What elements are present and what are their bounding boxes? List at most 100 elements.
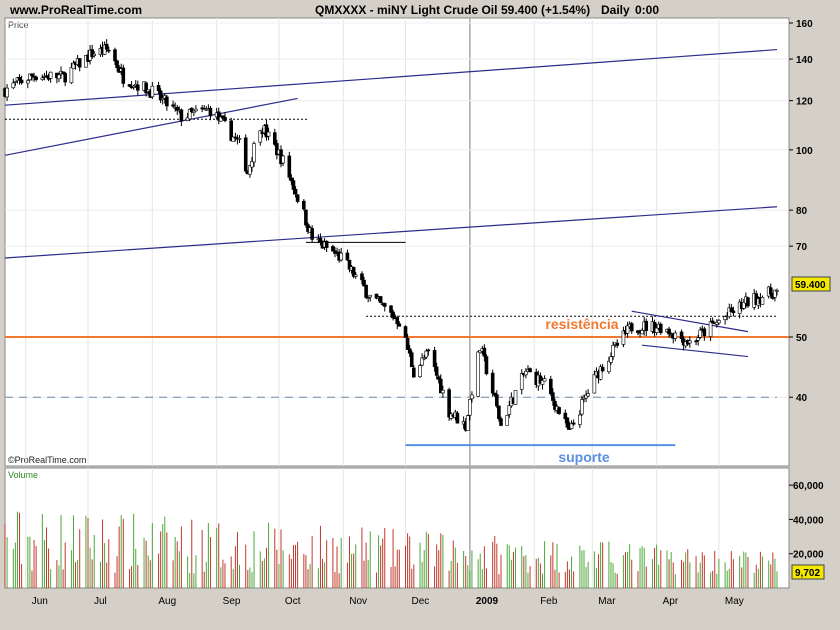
candle-body — [557, 407, 561, 414]
candle-body — [731, 310, 736, 314]
candle-body — [57, 74, 61, 80]
candle-body — [702, 328, 707, 337]
candle-body — [223, 116, 227, 122]
candle-body — [102, 44, 107, 55]
candle-body — [497, 405, 501, 419]
candle-body — [482, 347, 487, 357]
candle-body — [281, 155, 285, 164]
candle-body — [746, 297, 750, 307]
candle-body — [374, 293, 379, 299]
candle-body — [364, 284, 368, 298]
candle-body — [165, 96, 169, 107]
candle-body — [490, 372, 495, 394]
annotations: resistência suporte — [4, 48, 789, 465]
time-tick-label: Dec — [412, 596, 430, 607]
candle-body — [92, 53, 97, 56]
candle-body — [391, 311, 395, 319]
candle-body — [615, 342, 620, 346]
candle-body — [353, 274, 358, 277]
period-label: Daily — [601, 3, 630, 17]
candle-body — [345, 252, 350, 261]
price-tick-label: 140 — [796, 55, 813, 66]
candle-body — [310, 228, 314, 240]
candle-body — [563, 412, 568, 420]
candle-body — [741, 302, 746, 309]
candle-body — [708, 321, 713, 337]
volume-bars — [4, 511, 778, 588]
candle-body — [468, 399, 472, 416]
price-tick-label: 40 — [796, 393, 808, 404]
candle-body — [293, 188, 298, 195]
candle-body — [160, 97, 165, 100]
candle-body — [189, 107, 194, 113]
candle-body — [569, 423, 574, 429]
candle-body — [600, 367, 605, 372]
candle-body — [412, 367, 416, 378]
candle-body — [694, 340, 698, 343]
candle-body — [654, 327, 659, 333]
time-tick-label: Jul — [94, 596, 107, 607]
candle-body — [727, 307, 732, 317]
volume-tick-label: 20,000 — [793, 550, 824, 561]
volume-panel-label: Volume — [8, 470, 38, 480]
candle-body — [495, 394, 499, 407]
candle-body — [528, 368, 532, 373]
price-tick-label: 50 — [796, 333, 808, 344]
candle-body — [476, 351, 480, 397]
trend-line — [4, 206, 778, 259]
volume-axis: 20,000 40,000 60,000 — [789, 481, 824, 561]
support-label: suporte — [558, 449, 610, 465]
candle-body — [629, 323, 634, 332]
last-price-badge-text: 59.400 — [795, 280, 826, 291]
candle-body — [175, 106, 180, 111]
site-link[interactable]: www.ProRealTime.com — [9, 3, 142, 17]
candle-body — [13, 81, 18, 83]
candle-body — [324, 240, 329, 248]
candle-body — [403, 326, 408, 338]
candle-body — [231, 136, 236, 142]
resistance-label: resistência — [545, 316, 618, 332]
candle-body — [507, 405, 512, 415]
candle-body — [658, 323, 663, 334]
candle-body — [542, 378, 547, 382]
candle-body — [652, 322, 657, 333]
candle-body — [679, 331, 684, 339]
candle-body — [71, 62, 76, 69]
candle-body — [673, 332, 678, 339]
candle-body — [420, 357, 424, 366]
candle-body — [578, 414, 582, 425]
candle-body — [422, 357, 427, 360]
candle-body — [538, 375, 543, 384]
candle-body — [611, 345, 615, 357]
candle-body — [192, 110, 196, 113]
candle-body — [598, 366, 603, 380]
candle-body — [571, 422, 576, 425]
candle-body — [470, 394, 474, 400]
candle-body — [90, 49, 94, 58]
candle-body — [688, 340, 692, 344]
candle-body — [484, 356, 489, 375]
candle-body — [625, 325, 630, 334]
time-tick-label: Feb — [540, 596, 558, 607]
candle-body — [61, 71, 65, 74]
candle-body — [63, 72, 67, 83]
candle-body — [698, 329, 703, 338]
candle-body — [202, 108, 207, 110]
candle-body — [351, 266, 356, 277]
time-tick-label: Apr — [663, 596, 679, 607]
candle-body — [194, 108, 198, 112]
candle-body — [667, 328, 671, 335]
candle-body — [584, 394, 588, 399]
time-tick-label: 2009 — [476, 596, 499, 607]
candle-body — [171, 104, 175, 107]
candle-body — [439, 378, 443, 394]
candle-body — [318, 237, 323, 243]
watermark: ©ProRealTime.com — [8, 455, 86, 465]
candle-body — [441, 389, 445, 394]
price-tick-label: 80 — [796, 206, 808, 217]
trend-line — [631, 310, 749, 333]
last-price-badge — [791, 276, 831, 292]
price-axis: 40 50 70 80 100 120 140 160 — [789, 19, 813, 404]
time-tick-label: Mar — [598, 596, 616, 607]
candle-body — [465, 415, 470, 431]
